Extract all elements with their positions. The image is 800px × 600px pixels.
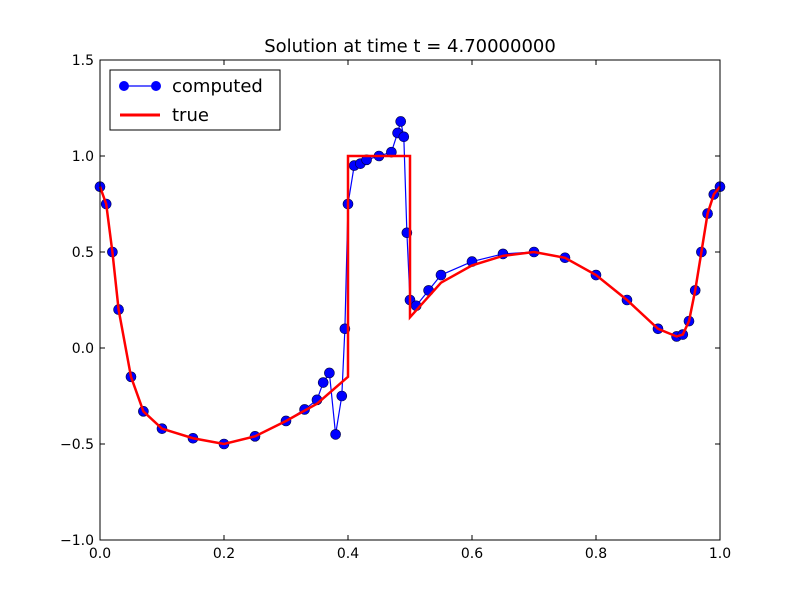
series-computed-point	[398, 131, 410, 143]
ticks-layer: 0.0 0.2 0.4 0.6 0.8 1.0 −1.0 −0.5 0.0 0.5 1.0 1.5	[60, 53, 731, 562]
y-tick-label: 1.5	[72, 53, 94, 69]
y-tick-label: −1.0	[60, 533, 94, 549]
series-true-line	[98, 154, 721, 446]
x-tick-label: 0.0	[89, 546, 111, 562]
x-tick-label: 1.0	[709, 546, 731, 562]
series-computed-point	[435, 269, 447, 281]
x-tick-label: 0.8	[585, 546, 607, 562]
x-tick-label: 0.2	[213, 546, 235, 562]
legend-computed-marker-right	[151, 81, 161, 91]
series-computed-point	[395, 116, 407, 127]
legend-box	[109, 69, 281, 131]
x-tick-label: 0.4	[337, 546, 359, 562]
series-computed-point	[324, 367, 335, 379]
series-computed-point	[330, 429, 341, 440]
y-tick-label: −0.5	[60, 437, 94, 453]
y-tick-label: 0.5	[72, 245, 94, 261]
series-computed-point	[336, 390, 348, 402]
series-computed-point	[317, 377, 329, 388]
legend: computed true	[109, 69, 281, 131]
chart-title: Solution at time t = 4.70000000	[264, 36, 556, 57]
series-layer	[94, 116, 726, 450]
y-tick-label: 0.0	[72, 341, 94, 357]
legend-computed-label: computed	[172, 76, 263, 97]
legend-computed-marker-left	[119, 81, 129, 91]
plot-frame	[99, 59, 721, 541]
x-tick-label: 0.6	[461, 546, 483, 562]
legend-true-label: true	[172, 105, 209, 126]
y-tick-label: 1.0	[72, 149, 94, 165]
